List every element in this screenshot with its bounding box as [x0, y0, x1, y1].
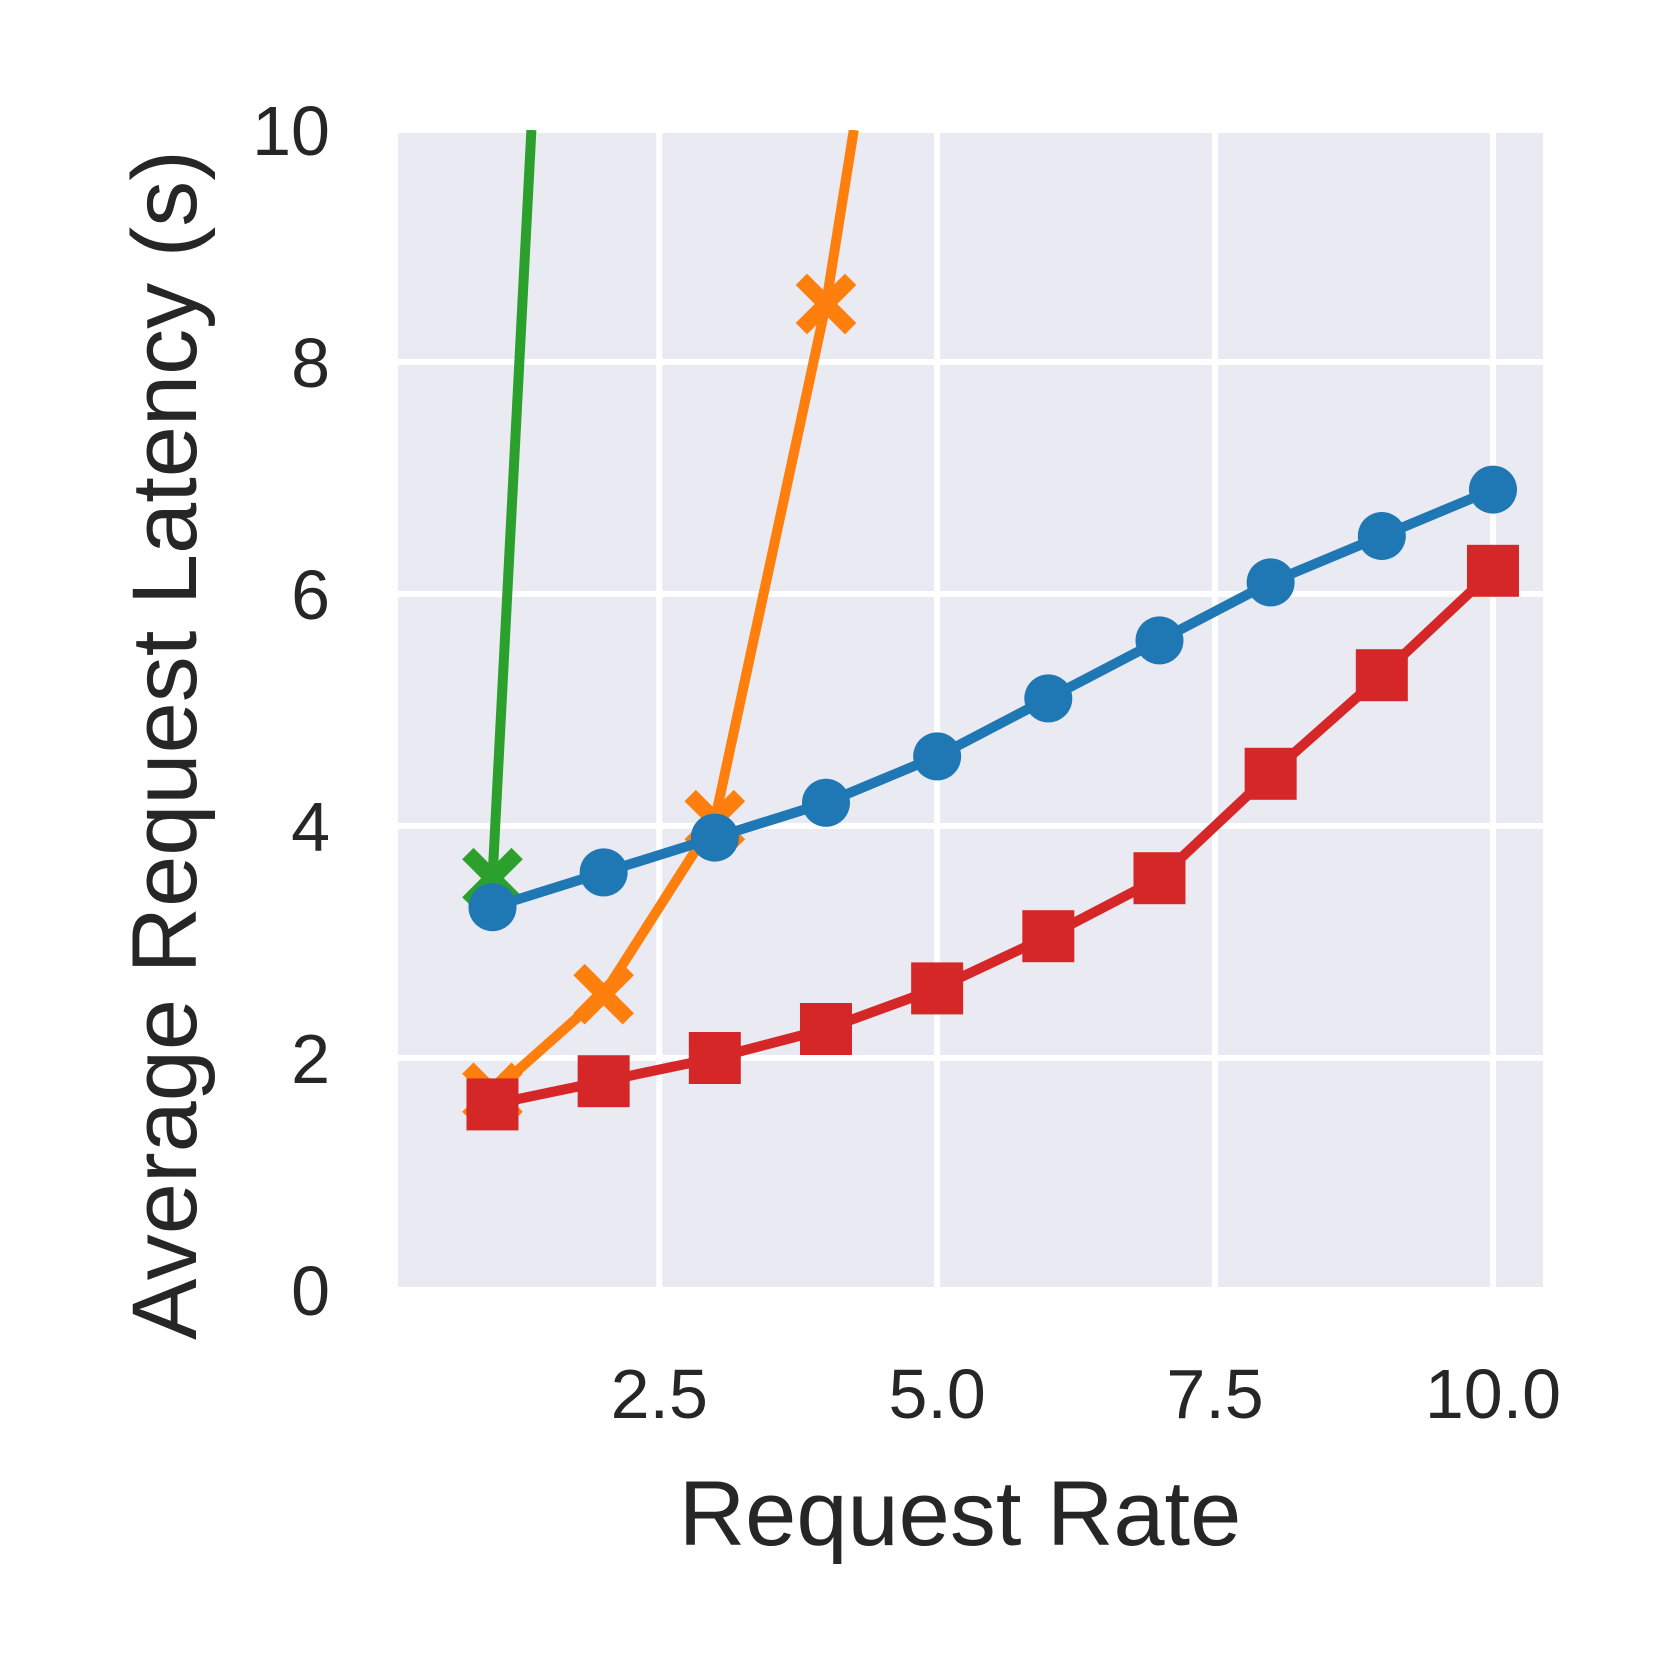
data-point	[579, 848, 628, 897]
data-point	[688, 1032, 741, 1084]
series-line	[491, 567, 1497, 1110]
data-point	[913, 732, 962, 781]
data-point	[1468, 465, 1517, 514]
y-tick-labels: 0 2 4 6 8 10	[252, 92, 330, 1330]
data-point	[1024, 674, 1073, 723]
y-tick-label: 8	[291, 324, 330, 402]
x-tick-labels: 2.5 5.0 7.5 10.0	[611, 1355, 1562, 1433]
y-tick-label: 6	[291, 556, 330, 634]
series-3	[466, 544, 1519, 1131]
data-point	[1135, 616, 1184, 665]
data-point	[911, 962, 964, 1015]
data-point	[1466, 544, 1519, 597]
series-layer	[462, 130, 1519, 1131]
x-tick-label: 10.0	[1425, 1355, 1561, 1433]
data-point	[801, 778, 850, 827]
data-point	[1244, 747, 1297, 800]
data-point	[466, 1078, 519, 1131]
data-point	[468, 883, 517, 932]
data-point	[573, 963, 634, 1025]
y-axis-label: Average Request Latency (s)	[114, 150, 216, 1340]
data-point	[1355, 649, 1408, 702]
y-tick-label: 10	[252, 92, 330, 170]
x-tick-label: 2.5	[611, 1355, 708, 1433]
series-line	[491, 484, 1495, 912]
data-point	[1246, 558, 1295, 607]
series-line	[487, 130, 537, 879]
data-point	[690, 813, 739, 862]
y-tick-label: 4	[291, 788, 330, 866]
series-2	[468, 465, 1517, 932]
x-axis-label: Request Rate	[679, 1463, 1242, 1565]
data-point	[1357, 512, 1406, 560]
data-point	[577, 1055, 630, 1108]
data-point	[1133, 852, 1186, 905]
data-point	[799, 1003, 852, 1055]
data-point	[1022, 910, 1075, 963]
x-tick-label: 5.0	[888, 1355, 985, 1433]
plot-background	[398, 130, 1543, 1290]
y-tick-label: 2	[291, 1020, 330, 1098]
data-point	[795, 273, 857, 335]
y-tick-label: 0	[291, 1252, 330, 1330]
x-tick-label: 7.5	[1166, 1355, 1263, 1433]
